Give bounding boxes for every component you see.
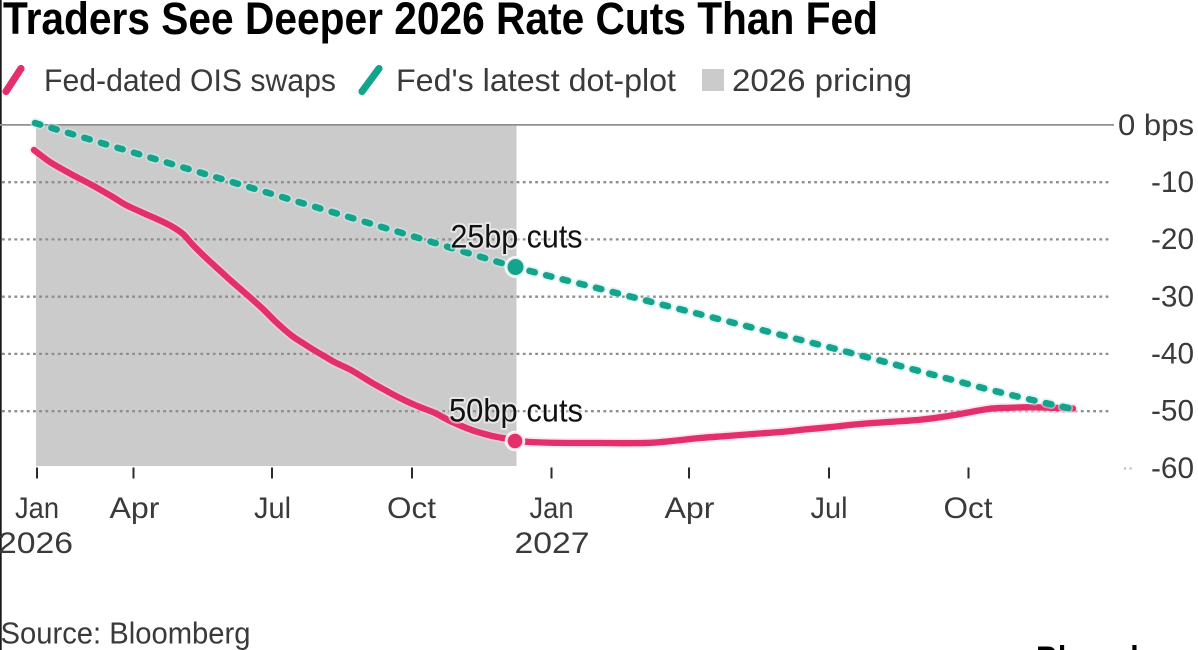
svg-text:-20: -20 bbox=[1151, 223, 1194, 256]
svg-text:Apr: Apr bbox=[665, 492, 715, 525]
svg-text:2026 pricing: 2026 pricing bbox=[732, 62, 912, 98]
svg-text:2026: 2026 bbox=[0, 527, 73, 560]
svg-text:-40: -40 bbox=[1151, 337, 1194, 370]
svg-text:-10: -10 bbox=[1151, 166, 1194, 199]
svg-text:2027: 2027 bbox=[515, 527, 590, 560]
svg-text:Oct: Oct bbox=[944, 492, 994, 525]
svg-text:Bloomberg: Bloomberg bbox=[1036, 639, 1196, 650]
svg-text:-60: -60 bbox=[1151, 452, 1194, 485]
svg-text:25bp cuts: 25bp cuts bbox=[451, 219, 583, 255]
svg-text:Apr: Apr bbox=[110, 492, 160, 525]
svg-text:50bp cuts: 50bp cuts bbox=[449, 393, 583, 429]
svg-text:Jul: Jul bbox=[811, 492, 848, 525]
svg-text:Jan: Jan bbox=[530, 492, 574, 525]
svg-text:Jul: Jul bbox=[254, 492, 291, 525]
svg-text:Source: Bloomberg: Source: Bloomberg bbox=[1, 616, 251, 650]
svg-text:Fed-dated OIS swaps: Fed-dated OIS swaps bbox=[44, 62, 336, 98]
svg-text:Fed's latest dot-plot: Fed's latest dot-plot bbox=[396, 62, 676, 98]
svg-text:Traders See Deeper 2026 Rate C: Traders See Deeper 2026 Rate Cuts Than F… bbox=[3, 0, 878, 44]
svg-text:-50: -50 bbox=[1151, 395, 1194, 428]
svg-text:Oct: Oct bbox=[387, 492, 437, 525]
svg-text:Jan: Jan bbox=[15, 492, 59, 525]
svg-text:0 bps: 0 bps bbox=[1118, 109, 1194, 142]
svg-text:-30: -30 bbox=[1151, 280, 1194, 313]
